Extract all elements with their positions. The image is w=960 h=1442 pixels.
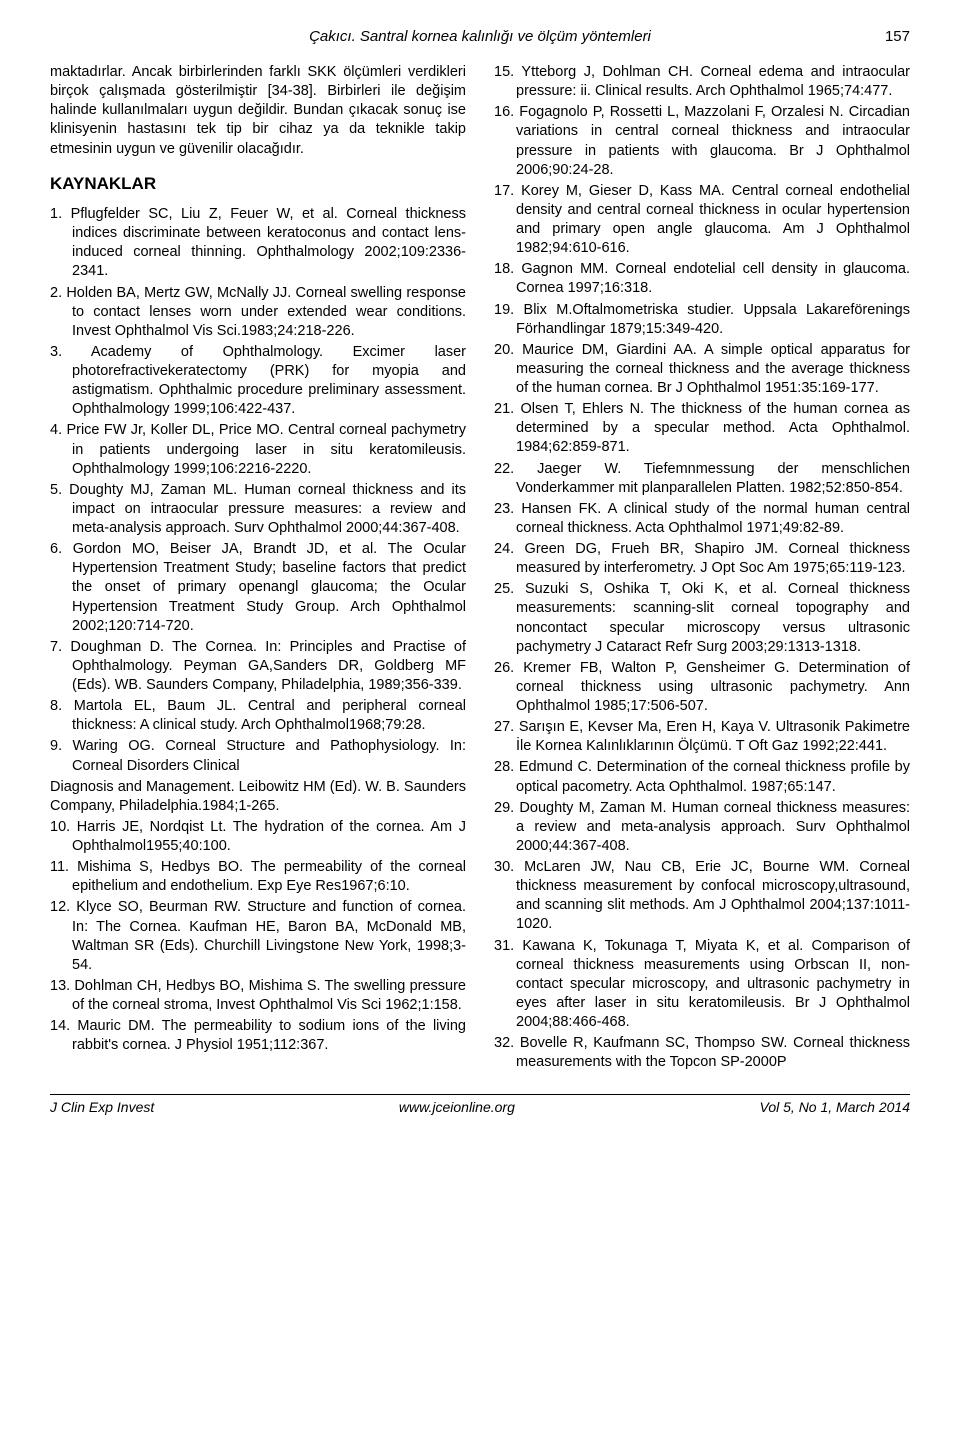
reference-item: 9. Waring OG. Corneal Structure and Path…: [50, 737, 466, 775]
reference-item: 15. Ytteborg J, Dohlman CH. Corneal edem…: [494, 63, 910, 101]
reference-item: 4. Price FW Jr, Koller DL, Price MO. Cen…: [50, 421, 466, 478]
reference-item: 7. Doughman D. The Cornea. In: Principle…: [50, 638, 466, 695]
body-paragraph: maktadırlar. Ancak birbirlerinden farklı…: [50, 63, 466, 159]
reference-item: 29. Doughty M, Zaman M. Human corneal th…: [494, 799, 910, 856]
reference-item: 26. Kremer FB, Walton P, Gensheimer G. D…: [494, 659, 910, 716]
reference-item: 6. Gordon MO, Beiser JA, Brandt JD, et a…: [50, 540, 466, 636]
reference-item: 23. Hansen FK. A clinical study of the n…: [494, 500, 910, 538]
reference-item: 25. Suzuki S, Oshika T, Oki K, et al. Co…: [494, 580, 910, 657]
running-header: Çakıcı. Santral kornea kalınlığı ve ölçü…: [50, 28, 910, 45]
page-number: 157: [885, 28, 910, 45]
reference-item: 30. McLaren JW, Nau CB, Erie JC, Bourne …: [494, 858, 910, 935]
reference-item: 32. Bovelle R, Kaufmann SC, Thompso SW. …: [494, 1034, 910, 1072]
reference-item: 5. Doughty MJ, Zaman ML. Human corneal t…: [50, 481, 466, 538]
reference-item: 1. Pflugfelder SC, Liu Z, Feuer W, et al…: [50, 205, 466, 282]
page-footer: J Clin Exp Invest www.jceionline.org Vol…: [50, 1094, 910, 1115]
reference-item: 2. Holden BA, Mertz GW, McNally JJ. Corn…: [50, 284, 466, 341]
footer-url: www.jceionline.org: [399, 1099, 515, 1115]
footer-journal: J Clin Exp Invest: [50, 1099, 154, 1115]
section-heading-references: KAYNAKLAR: [50, 173, 466, 195]
reference-item: 22. Jaeger W. Tiefemnmessung der menschl…: [494, 460, 910, 498]
reference-item: 18. Gagnon MM. Corneal endotelial cell d…: [494, 260, 910, 298]
header-title: Çakıcı. Santral kornea kalınlığı ve ölçü…: [309, 28, 651, 45]
reference-item: 3. Academy of Ophthalmology. Excimer las…: [50, 343, 466, 420]
reference-item: 12. Klyce SO, Beurman RW. Structure and …: [50, 898, 466, 975]
reference-item: 13. Dohlman CH, Hedbys BO, Mishima S. Th…: [50, 977, 466, 1015]
reference-continuation: Diagnosis and Management. Leibowitz HM (…: [50, 778, 466, 816]
reference-item: 16. Fogagnolo P, Rossetti L, Mazzolani F…: [494, 103, 910, 180]
reference-item: 31. Kawana K, Tokunaga T, Miyata K, et a…: [494, 937, 910, 1033]
reference-item: 20. Maurice DM, Giardini AA. A simple op…: [494, 341, 910, 398]
reference-item: 11. Mishima S, Hedbys BO. The permeabili…: [50, 858, 466, 896]
left-column: maktadırlar. Ancak birbirlerinden farklı…: [50, 63, 466, 1074]
reference-item: 8. Martola EL, Baum JL. Central and peri…: [50, 697, 466, 735]
reference-list-left-b: 10. Harris JE, Nordqist Lt. The hydratio…: [50, 818, 466, 1056]
two-column-layout: maktadırlar. Ancak birbirlerinden farklı…: [50, 63, 910, 1074]
reference-list-right: 15. Ytteborg J, Dohlman CH. Corneal edem…: [494, 63, 910, 1072]
reference-item: 19. Blix M.Oftalmometriska studier. Upps…: [494, 301, 910, 339]
reference-item: 24. Green DG, Frueh BR, Shapiro JM. Corn…: [494, 540, 910, 578]
reference-item: 21. Olsen T, Ehlers N. The thickness of …: [494, 400, 910, 457]
footer-issue: Vol 5, No 1, March 2014: [760, 1099, 910, 1115]
page: Çakıcı. Santral kornea kalınlığı ve ölçü…: [0, 0, 960, 1133]
right-column: 15. Ytteborg J, Dohlman CH. Corneal edem…: [494, 63, 910, 1074]
reference-list-left-a: 1. Pflugfelder SC, Liu Z, Feuer W, et al…: [50, 205, 466, 776]
reference-item: 27. Sarışın E, Kevser Ma, Eren H, Kaya V…: [494, 718, 910, 756]
reference-item: 17. Korey M, Gieser D, Kass MA. Central …: [494, 182, 910, 259]
reference-item: 28. Edmund C. Determination of the corne…: [494, 758, 910, 796]
reference-item: 14. Mauric DM. The permeability to sodiu…: [50, 1017, 466, 1055]
reference-item: 10. Harris JE, Nordqist Lt. The hydratio…: [50, 818, 466, 856]
